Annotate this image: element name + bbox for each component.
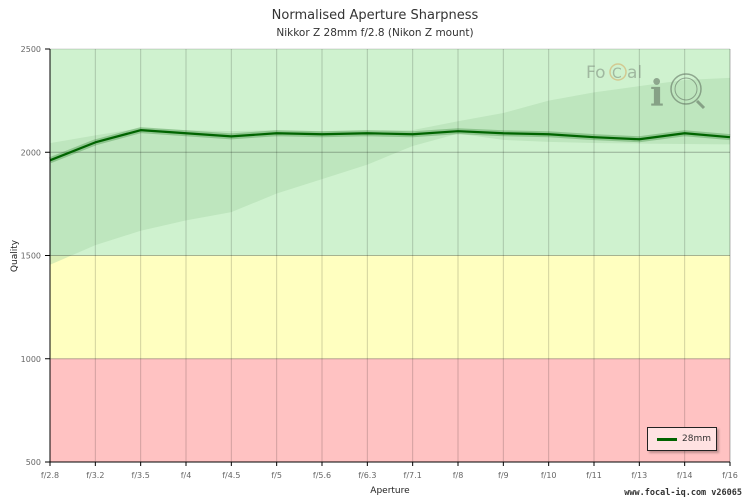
chart-subtitle: Nikkor Z 28mm f/2.8 (Nikon Z mount) (276, 27, 474, 39)
data-series (48, 127, 731, 164)
x-tick-label: f/8 (453, 471, 464, 480)
legend[interactable]: 28mm (647, 427, 717, 451)
x-tick-label: f/10 (541, 471, 557, 480)
x-tick-label: f/4.5 (222, 471, 240, 480)
series-line-28mm (49, 129, 731, 162)
x-tick-label: f/5 (271, 471, 282, 480)
x-tick-label: f/3.5 (132, 471, 150, 480)
svg-text:C: C (612, 66, 622, 82)
x-tick-label: f/2.8 (41, 471, 59, 480)
x-tick-label: f/6.3 (358, 471, 376, 480)
x-tick-label: f/13 (631, 471, 647, 480)
variance-bands (50, 77, 730, 265)
x-tick-label: f/16 (722, 471, 738, 480)
magnifier-icon (670, 73, 702, 105)
x-tick-label: f/14 (677, 471, 693, 480)
x-tick-label: f/4 (181, 471, 192, 480)
x-axis-title: Aperture (370, 486, 410, 496)
x-tick-label: f/3.2 (86, 471, 104, 480)
logo-focal-text: Fo (586, 63, 606, 83)
logo-ring-icon (609, 63, 627, 81)
upper-band (50, 77, 730, 161)
svg-text:al: al (627, 63, 642, 83)
lower-band (50, 130, 730, 265)
x-tick-label: f/9 (498, 471, 509, 480)
axes: 500 1000 1500 2000 2500 f/2.8 f/3.2 f/3.5 f/4 f/4… (21, 45, 738, 480)
quality-zones (50, 49, 730, 462)
zone-good (50, 49, 730, 256)
zone-poor (50, 358, 730, 462)
y-axis-title: Quality (10, 239, 20, 272)
y-tick-label: 2500 (21, 45, 41, 54)
y-tick-label: 1500 (21, 252, 41, 261)
y-tick-label: 500 (26, 458, 41, 467)
logo-iq-text: i (650, 73, 664, 115)
y-tick-label: 1000 (21, 355, 41, 364)
legend-line-swatch (657, 437, 677, 441)
x-tick-label: f/7.1 (404, 471, 422, 480)
y-tick-label: 2000 (21, 148, 41, 157)
legend-label: 28mm (682, 434, 711, 444)
grid-lines (50, 48, 731, 462)
chart-title: Normalised Aperture Sharpness (271, 8, 479, 23)
focal-iq-logo: Fo C al i (586, 63, 706, 115)
x-tick-label: f/11 (586, 471, 602, 480)
zone-acceptable (50, 255, 730, 359)
x-tick-label: f/5.6 (313, 471, 331, 480)
footer-url[interactable]: www.focal-iq.com v26065 (624, 488, 742, 498)
